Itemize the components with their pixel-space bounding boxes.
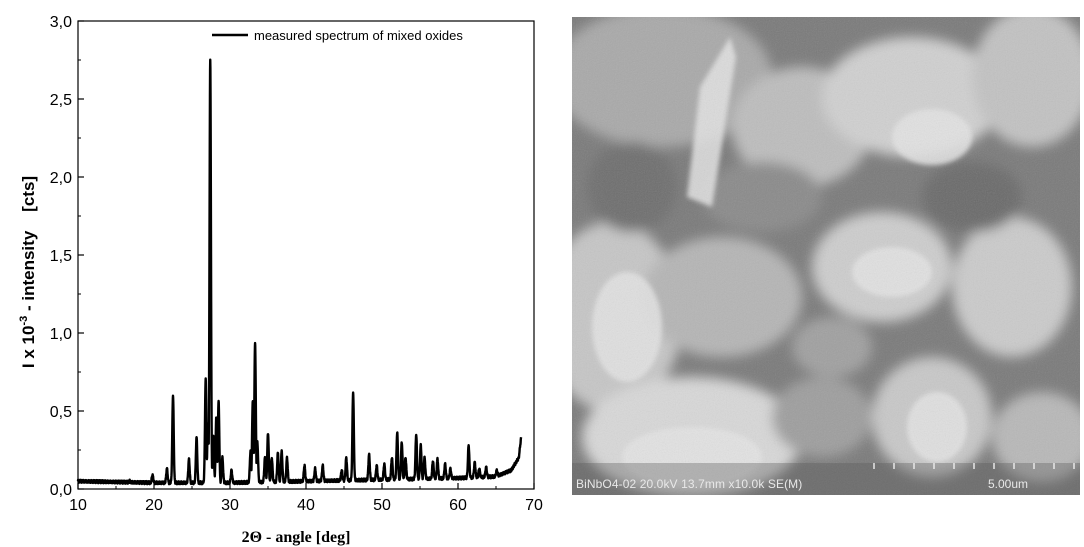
x-tick-label: 60 [449, 497, 467, 514]
x-tick-label: 20 [145, 497, 163, 514]
y-tick-label: 3,0 [50, 14, 72, 31]
scale-bar [873, 463, 1075, 469]
y-axis-label: I x 10-3 - intensity [cts] [18, 176, 38, 368]
sem-micrograph: BiNbO4-02 20.0kV 13.7mm x10.0k SE(M) 5.0… [572, 17, 1080, 495]
x-tick-label: 50 [373, 497, 391, 514]
y-axis-label-base: I x 10 [19, 326, 38, 369]
xrd-chart: 10 20 30 40 50 60 70 0,0 0,5 1,0 1,5 2,0 2,5 3,0 meas… [18, 14, 543, 546]
y-tick-label: 2,5 [50, 92, 72, 109]
y-tick-label: 2,0 [50, 170, 72, 187]
x-tick-label: 10 [69, 497, 87, 514]
x-tick-label: 40 [297, 497, 315, 514]
spectrum-line [76, 58, 523, 486]
y-axis-label-rest: - intensity [cts] [19, 176, 38, 316]
legend: measured spectrum of mixed oxides [212, 28, 463, 43]
y-tick-label: 1,5 [50, 248, 72, 265]
plot-frame [77, 20, 535, 490]
y-tick-label: 0,0 [50, 482, 72, 499]
y-tick-label: 1,0 [50, 326, 72, 343]
scale-bar-label: 5.00um [987, 477, 1028, 491]
x-tick-label: 70 [525, 497, 543, 514]
y-axis-label-exponent: -3 [18, 316, 30, 326]
x-tick-label: 30 [221, 497, 239, 514]
x-axis-label: 2Θ - angle [deg] [242, 529, 351, 546]
y-tick-label: 0,5 [50, 404, 72, 421]
legend-label: measured spectrum of mixed oxides [254, 28, 463, 43]
sem-info-bar: BiNbO4-02 20.0kV 13.7mm x10.0k SE(M) [576, 477, 803, 491]
sem-image [572, 17, 1080, 495]
